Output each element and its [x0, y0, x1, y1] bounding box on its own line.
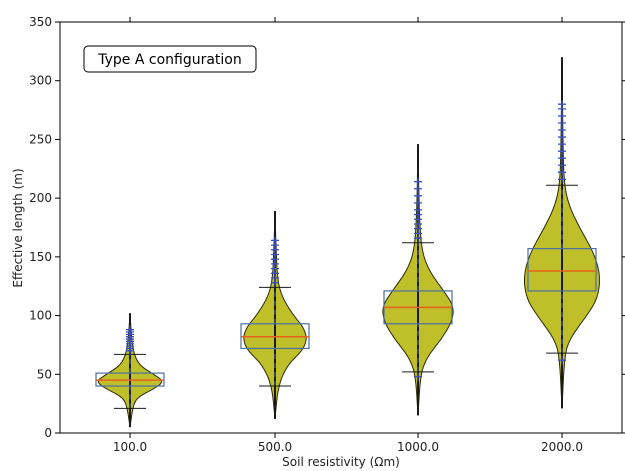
y-tick-label: 150 — [29, 250, 52, 264]
annotation-frame — [83, 45, 257, 73]
y-axis-label: Effective length (m) — [11, 168, 25, 287]
y-axis-ticks: 0 50 100 150 200 250 300 350 — [29, 15, 625, 440]
flier-point — [558, 356, 566, 365]
annotation-box: Type A configuration — [83, 45, 257, 73]
y-tick-label: 0 — [44, 426, 52, 440]
flier-point — [558, 100, 566, 109]
flier-point — [558, 126, 566, 135]
flier-point — [558, 111, 566, 120]
annotation-text: Type A configuration — [97, 52, 242, 68]
flier-point — [558, 175, 566, 184]
y-tick-label: 350 — [29, 15, 52, 29]
flier-point — [414, 191, 422, 200]
flier-point — [558, 168, 566, 177]
iqr-box — [527, 248, 597, 292]
x-tick-label: 100.0 — [113, 440, 147, 454]
flier-point — [414, 198, 422, 207]
flier-point — [558, 118, 566, 127]
flier-point — [558, 140, 566, 149]
flier-point — [414, 184, 422, 193]
flier-point — [271, 236, 279, 245]
x-tick-label: 500.0 — [258, 440, 292, 454]
x-axis-label: Soil resistivity (Ωm) — [282, 455, 400, 469]
flier-point — [558, 133, 566, 142]
flier-point — [558, 161, 566, 170]
box-layer — [95, 248, 597, 387]
flier-point — [126, 325, 134, 334]
flier-layer — [126, 100, 566, 381]
y-tick-label: 200 — [29, 191, 52, 205]
y-tick-label: 300 — [29, 74, 52, 88]
flier-point — [414, 205, 422, 214]
y-tick-label: 100 — [29, 309, 52, 323]
flier-point — [414, 177, 422, 186]
y-tick-label: 50 — [37, 367, 52, 381]
flier-point — [558, 154, 566, 163]
y-tick-label: 250 — [29, 132, 52, 146]
flier-point — [558, 147, 566, 156]
x-tick-label: 1000.0 — [397, 440, 439, 454]
x-tick-label: 2000.0 — [541, 440, 583, 454]
flier-point — [414, 372, 422, 381]
x-axis-ticks: 100.0 500.0 1000.0 2000.0 — [113, 17, 583, 454]
plot-frame — [59, 21, 623, 434]
